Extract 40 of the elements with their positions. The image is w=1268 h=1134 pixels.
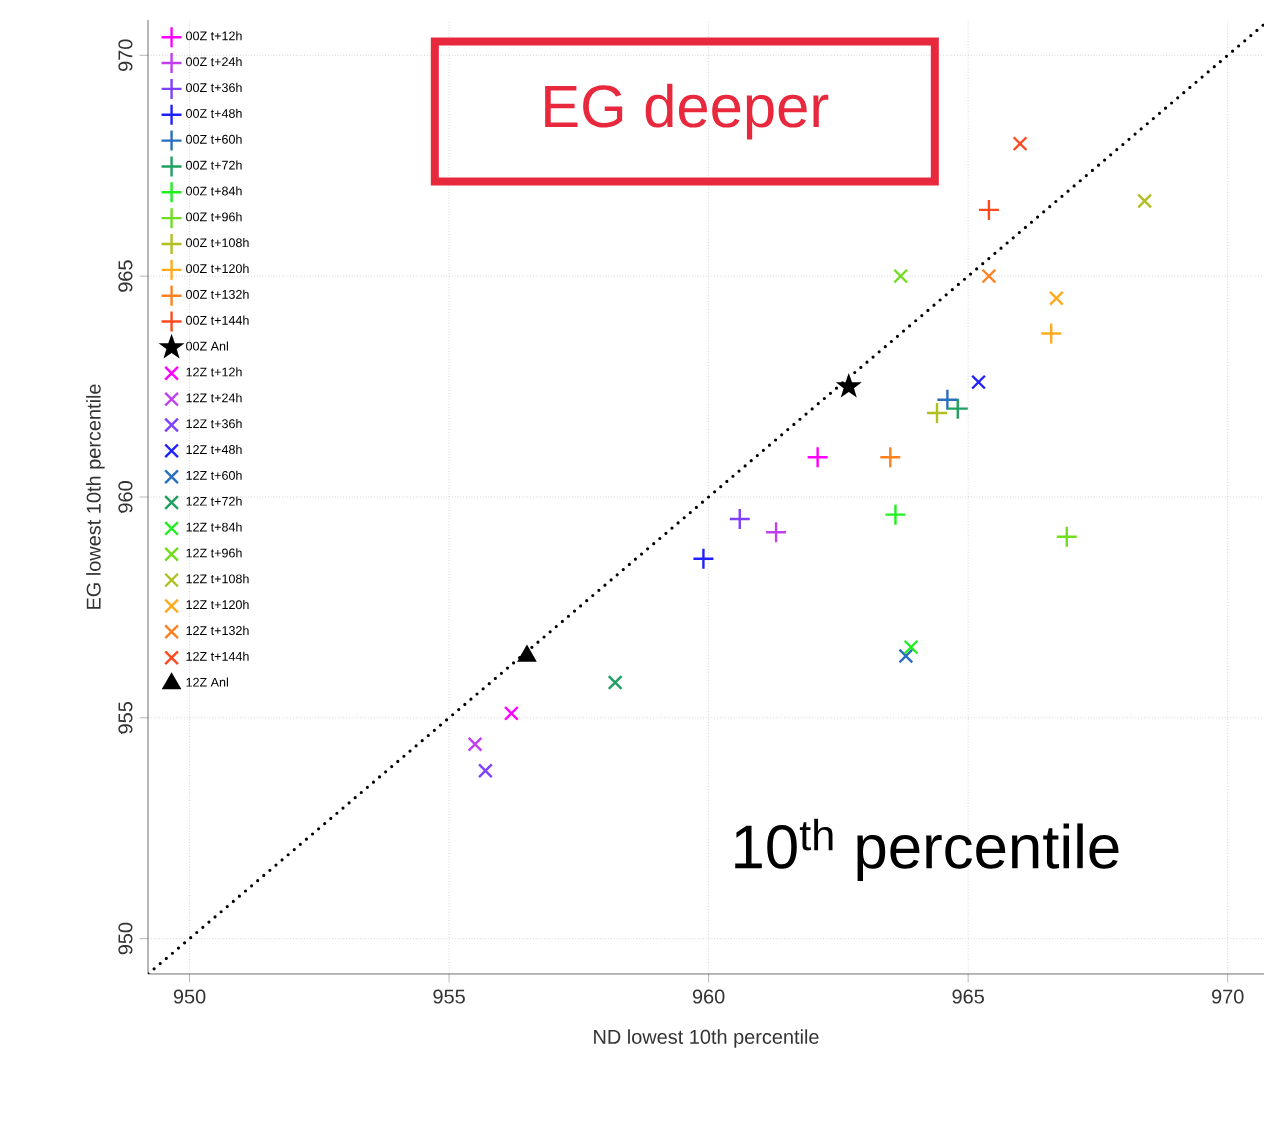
y-tick-label: 950 — [118, 922, 133, 955]
point — [977, 198, 1001, 222]
point — [838, 375, 860, 396]
x-tick-label: 955 — [433, 989, 465, 1004]
point — [946, 397, 969, 420]
y-tick-label: 960 — [118, 481, 133, 513]
point — [1040, 322, 1063, 345]
x-tick-label: 950 — [173, 989, 206, 1004]
point — [1055, 525, 1078, 548]
point — [607, 674, 623, 691]
point — [517, 645, 536, 662]
y-axis-title: EG lowest 10th percentile — [86, 384, 105, 609]
point — [692, 547, 715, 570]
x-axis-title: ND lowest 10th percentile — [594, 1029, 819, 1048]
point — [898, 648, 914, 664]
point — [477, 763, 493, 779]
point — [884, 503, 907, 526]
x-tick-label: 960 — [692, 989, 725, 1004]
point — [1048, 290, 1064, 306]
point — [1137, 193, 1153, 209]
point — [903, 639, 919, 655]
point — [503, 705, 519, 721]
point — [879, 446, 902, 469]
y-tick-label: 965 — [118, 260, 133, 292]
point — [467, 736, 483, 752]
point — [936, 388, 959, 411]
point — [893, 268, 909, 284]
point — [728, 507, 751, 531]
y-tick-label: 970 — [118, 39, 133, 71]
point — [764, 521, 788, 544]
point — [1012, 136, 1028, 152]
x-tick-label: 970 — [1212, 989, 1244, 1004]
annotation: 10$^{th}$ percentile — [735, 818, 1119, 882]
point — [806, 446, 829, 469]
x-tick-label: 965 — [952, 989, 984, 1004]
annotation: EG deeper — [545, 83, 829, 140]
point — [981, 268, 997, 284]
point — [970, 374, 987, 390]
point — [925, 401, 949, 425]
y-tick-label: 955 — [118, 702, 133, 734]
